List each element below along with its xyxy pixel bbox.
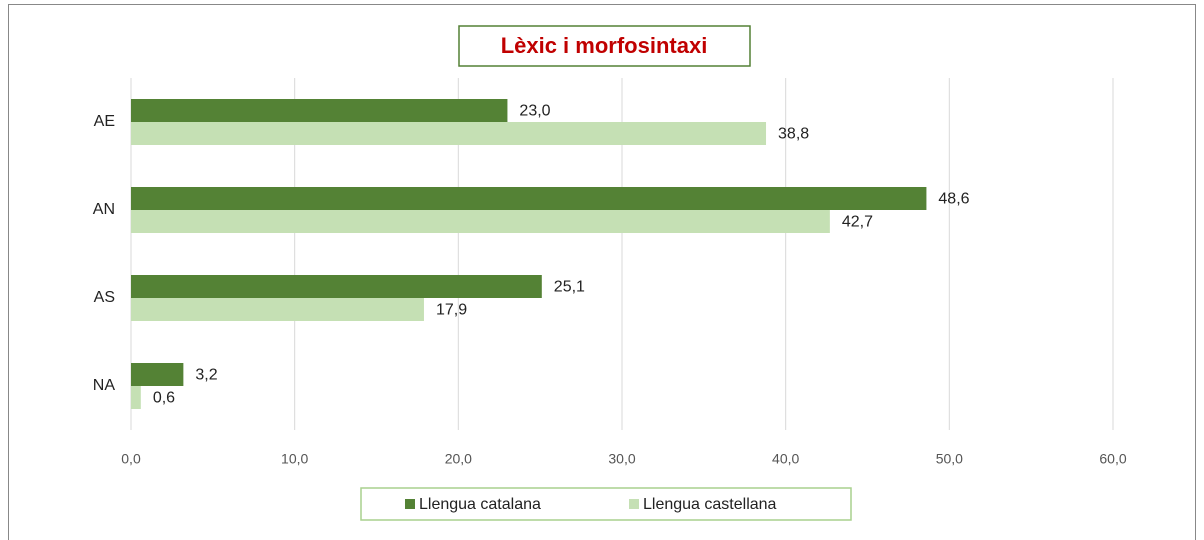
bar xyxy=(131,363,184,386)
bar xyxy=(131,298,424,321)
y-tick-label: AS xyxy=(94,289,115,306)
bar xyxy=(131,99,508,122)
chart-title: Lèxic i morfosintaxi xyxy=(501,33,708,58)
data-label: 17,9 xyxy=(436,302,467,319)
data-label: 0,6 xyxy=(153,390,175,407)
chart-frame xyxy=(8,4,1196,540)
x-tick-label: 20,0 xyxy=(445,451,472,467)
data-label: 38,8 xyxy=(778,126,809,143)
data-label: 25,1 xyxy=(554,279,585,296)
data-label: 48,6 xyxy=(938,191,969,208)
bar xyxy=(131,275,542,298)
legend-box xyxy=(360,487,852,521)
y-tick-label: AE xyxy=(94,113,115,130)
y-tick-label: NA xyxy=(93,377,116,394)
x-tick-label: 60,0 xyxy=(1099,451,1126,467)
title-box xyxy=(458,25,751,67)
bar xyxy=(131,386,141,409)
legend-swatch xyxy=(405,499,415,509)
legend-label: Llengua castellana xyxy=(643,496,777,513)
y-tick-label: AN xyxy=(93,201,115,218)
x-tick-label: 40,0 xyxy=(772,451,799,467)
bar xyxy=(131,187,927,210)
legend-swatch xyxy=(629,499,639,509)
legend-label: Llengua catalana xyxy=(419,496,541,513)
data-label: 3,2 xyxy=(195,367,217,384)
data-label: 42,7 xyxy=(842,214,873,231)
x-tick-label: 0,0 xyxy=(121,451,141,467)
bar xyxy=(131,122,767,145)
x-tick-label: 30,0 xyxy=(608,451,635,467)
x-tick-label: 50,0 xyxy=(936,451,963,467)
x-tick-label: 10,0 xyxy=(281,451,308,467)
data-label: 23,0 xyxy=(519,103,550,120)
bar xyxy=(131,210,830,233)
